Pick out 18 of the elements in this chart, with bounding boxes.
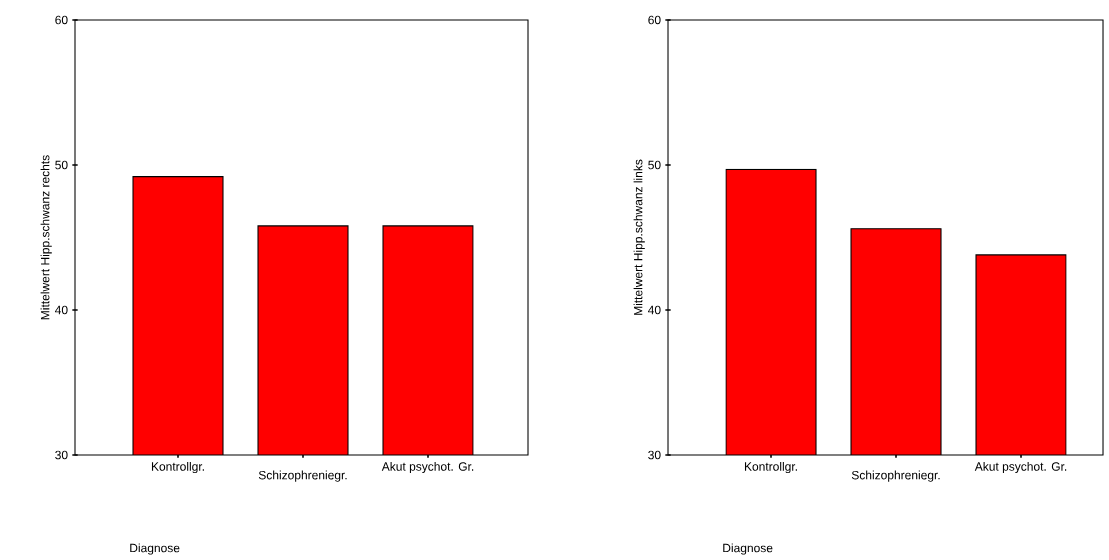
y-axis-title: Mittelwert Hipp.schwanz rechts: [40, 155, 52, 320]
y-tick-label: 60: [648, 15, 661, 25]
x-tick-label: Schizophreniegr.: [851, 470, 940, 482]
x-tick-label: Akut psychot. Gr.: [974, 461, 1067, 474]
y-tick-label: 40: [648, 305, 661, 315]
y-tick-label: 40: [54, 305, 68, 315]
y-tick-label: 30: [55, 450, 68, 460]
x-axis-title: Diagnose: [130, 543, 180, 555]
x-tick-label: Kontrollgr.: [744, 461, 797, 474]
x-tick-label: Kontrollgr.: [151, 461, 204, 474]
y-tick-label: 50: [55, 160, 68, 170]
y-tick-label: 60: [55, 15, 68, 25]
x-tick-label: Schizophreniegr.: [258, 470, 347, 482]
y-axis-title: Mittelwert Hipp.schwanz links: [633, 159, 645, 315]
x-axis-title: Diagnose: [723, 543, 773, 555]
y-tick-label: 30: [648, 450, 661, 460]
x-tick-label: Akut psychot. Gr.: [381, 461, 474, 474]
y-tick-label: 50: [648, 160, 661, 170]
